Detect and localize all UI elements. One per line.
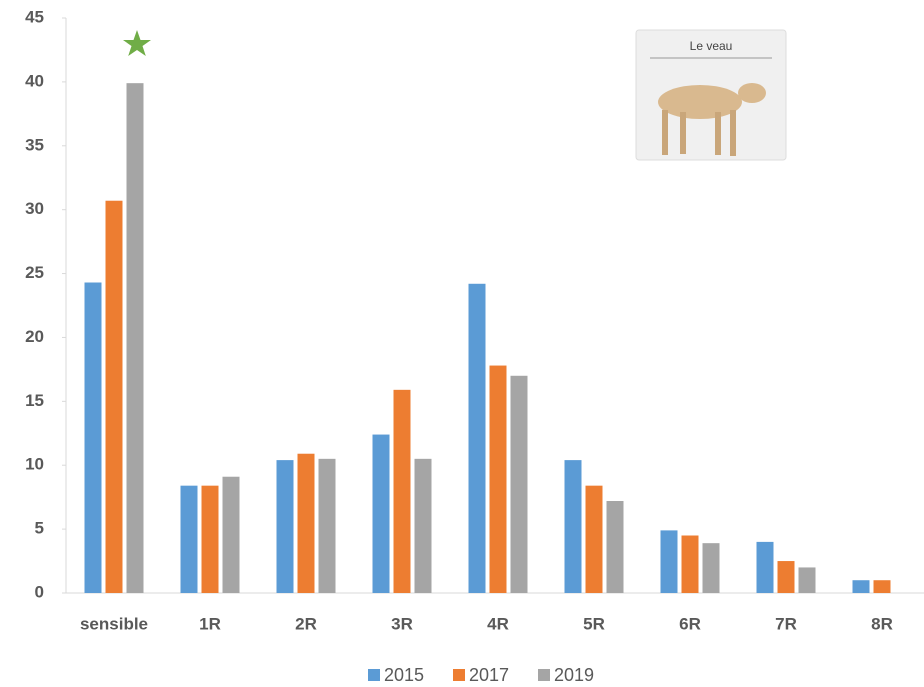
bar xyxy=(585,485,603,593)
y-tick-label: 25 xyxy=(25,263,44,282)
image-card: Le veau xyxy=(635,29,787,161)
bar xyxy=(414,458,432,593)
x-tick-label: 8R xyxy=(871,614,893,633)
legend-swatch xyxy=(538,669,550,681)
bar xyxy=(681,535,699,593)
x-tick-label: sensible xyxy=(80,614,148,633)
x-tick-label: 3R xyxy=(391,614,413,633)
y-tick-label: 15 xyxy=(25,391,44,410)
bar xyxy=(606,501,624,593)
y-tick-label: 0 xyxy=(35,582,44,601)
bar xyxy=(660,530,678,593)
y-tick-label: 5 xyxy=(35,519,44,538)
bar xyxy=(105,200,123,593)
bar xyxy=(798,567,816,593)
x-tick-label: 2R xyxy=(295,614,317,633)
y-tick-label: 10 xyxy=(25,455,44,474)
x-tick-label: 5R xyxy=(583,614,605,633)
bar xyxy=(756,541,774,593)
legend-label: 2017 xyxy=(469,665,509,685)
y-tick-label: 40 xyxy=(25,71,44,90)
bar xyxy=(777,561,795,593)
bar xyxy=(318,458,336,593)
bar xyxy=(852,580,870,593)
bar xyxy=(84,282,102,593)
image-label: Le veau xyxy=(690,39,733,53)
bar xyxy=(393,389,411,593)
bar xyxy=(372,434,390,593)
y-tick-label: 45 xyxy=(25,7,44,26)
star xyxy=(123,30,151,56)
y-tick-label: 30 xyxy=(25,199,44,218)
y-tick-label: 20 xyxy=(25,327,44,346)
bar xyxy=(489,365,507,593)
legend-label: 2019 xyxy=(554,665,594,685)
x-tick-label: 7R xyxy=(775,614,797,633)
bar xyxy=(468,283,486,593)
bar xyxy=(297,453,315,593)
bar xyxy=(702,543,720,593)
legend-swatch xyxy=(453,669,465,681)
bar xyxy=(276,460,294,593)
legend-label: 2015 xyxy=(384,665,424,685)
bar xyxy=(222,476,240,593)
x-tick-label: 6R xyxy=(679,614,701,633)
bar xyxy=(180,485,198,593)
bar xyxy=(126,83,144,594)
y-tick-label: 35 xyxy=(25,135,44,154)
bar xyxy=(510,375,528,593)
bar xyxy=(201,485,219,593)
x-tick-label: 4R xyxy=(487,614,509,633)
legend-swatch xyxy=(368,669,380,681)
bar xyxy=(873,580,891,593)
bar xyxy=(564,460,582,593)
x-tick-label: 1R xyxy=(199,614,221,633)
